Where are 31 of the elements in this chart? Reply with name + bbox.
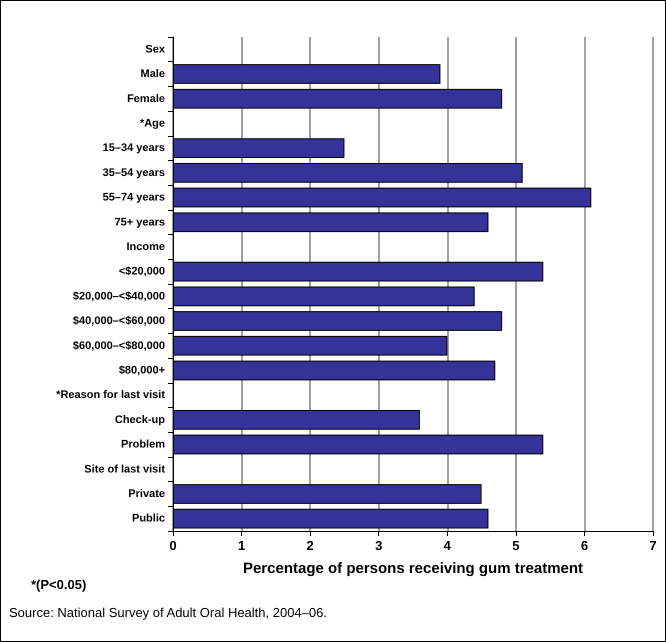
x-tick-label: 7	[649, 538, 657, 553]
x-tick-label: 4	[444, 538, 452, 553]
y-tick-label: *Reason for last visit	[56, 389, 166, 402]
x-tick-label: 2	[306, 538, 314, 553]
y-tick-label: $20,000–<$40,000	[72, 290, 165, 302]
source-note: Source: National Survey of Adult Oral Health, 2004–06.	[9, 605, 327, 620]
x-axis-title: Percentage of persons receiving gum treatment	[242, 560, 584, 577]
y-tick-label: Check-up	[114, 414, 166, 426]
y-tick-label: Problem	[120, 438, 166, 451]
y-tick-label: Male	[140, 68, 165, 80]
y-tick-label: Public	[132, 512, 165, 525]
y-tick-label: 55–74 years	[102, 192, 165, 204]
x-tick-label: 0	[169, 538, 177, 553]
x-tick-label: 6	[580, 538, 588, 553]
y-tick-label: $80,000+	[118, 364, 165, 376]
y-tick-label: Sex	[145, 43, 166, 56]
y-tick-label: $40,000–<$60,000	[72, 315, 165, 328]
y-tick-label: Income	[126, 240, 165, 253]
y-tick-label: 35–54 years	[102, 166, 165, 179]
y-tick-label: $60,000–<$80,000	[72, 340, 165, 352]
y-tick-label: *Age	[140, 117, 165, 130]
text: *(P<0.05)	[31, 577, 86, 592]
y-tick-label: <$20,000	[118, 266, 165, 278]
y-tick-label: 75+ years	[114, 216, 165, 228]
x-tick-label: 3	[375, 538, 382, 553]
y-tick-label: 15–34 years	[102, 142, 165, 154]
x-tick-label: 5	[512, 538, 520, 553]
x-tick-label: 1	[238, 538, 246, 553]
y-tick-label: Private	[128, 488, 165, 500]
y-tick-label: Female	[127, 92, 165, 105]
y-tick-label: Site of last visit	[84, 463, 166, 476]
